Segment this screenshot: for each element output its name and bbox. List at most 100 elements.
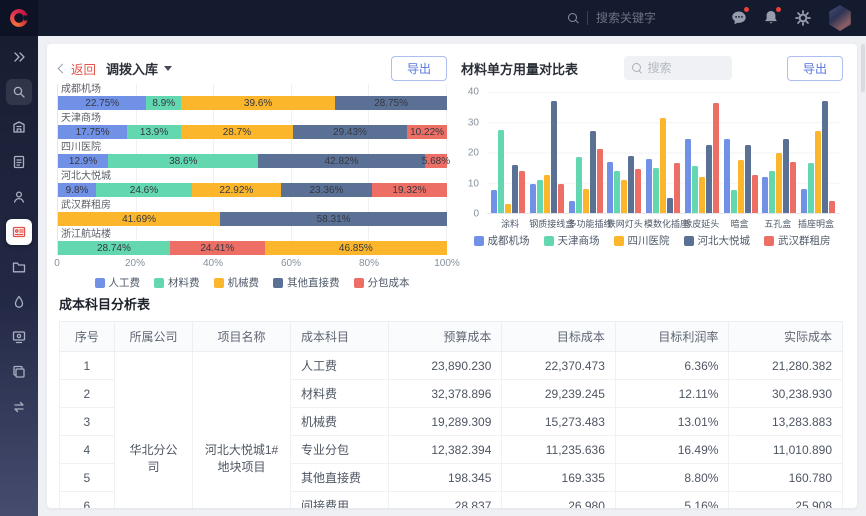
stacked-bar-segment[interactable]: 8.9% xyxy=(146,96,182,110)
bar-成都机场[interactable] xyxy=(762,176,769,213)
bar-天津商场[interactable] xyxy=(498,129,504,213)
bar-天津商场[interactable] xyxy=(536,179,543,213)
legend-item[interactable]: 分包成本 xyxy=(353,275,410,290)
sidebar-item-building[interactable] xyxy=(6,114,32,140)
table-row[interactable]: 5 其他直接费 198.345 169.335 8.80% 160.780 xyxy=(59,463,843,492)
sidebar-item-drop[interactable] xyxy=(6,289,32,315)
stacked-bar-segment[interactable]: 41.69% xyxy=(58,212,221,226)
bar-天津商场[interactable] xyxy=(653,167,659,213)
bar-天津商场[interactable] xyxy=(808,163,814,213)
legend-item[interactable]: 其他直接费 xyxy=(273,275,340,290)
stacked-bar-segment[interactable]: 22.92% xyxy=(191,183,281,197)
stacked-bar-segment[interactable]: 5.68% xyxy=(422,154,450,168)
stacked-bar-segment[interactable]: 23.36% xyxy=(280,183,372,197)
legend-item[interactable]: 天津商场 xyxy=(543,233,600,248)
table-row[interactable]: 4 专业分包 12,382.394 11,235.636 16.49% 11,010.89… xyxy=(59,435,843,464)
bar-四川医院[interactable] xyxy=(582,188,589,213)
bar-武汉群租房[interactable] xyxy=(635,169,642,213)
bar-武汉群租房[interactable] xyxy=(674,163,680,213)
bar-武汉群租房[interactable] xyxy=(829,200,835,213)
gear-icon[interactable] xyxy=(794,9,812,27)
sidebar-item-device-gear[interactable] xyxy=(6,324,32,350)
bar-四川医院[interactable] xyxy=(543,175,550,213)
stacked-bar-segment[interactable]: 38.6% xyxy=(108,154,259,168)
stacked-bar-segment[interactable]: 10.22% xyxy=(407,125,447,139)
sidebar-item-search[interactable] xyxy=(6,79,32,105)
chart-search-input[interactable] xyxy=(647,61,718,75)
stacked-bar-segment[interactable]: 28.74% xyxy=(58,241,170,255)
bar-天津商场[interactable] xyxy=(614,170,621,213)
sidebar-item-transfer[interactable] xyxy=(6,394,32,420)
export-button-right[interactable]: 导出 xyxy=(786,55,843,81)
table-row[interactable]: 2 材料费 32,378.896 29,239.245 12.11% 30,238.930 xyxy=(59,379,843,408)
stacked-bar-segment[interactable]: 28.7% xyxy=(181,125,293,139)
legend-item[interactable]: 河北大悦城 xyxy=(683,233,750,248)
sidebar-item-folder[interactable] xyxy=(6,254,32,280)
legend-item[interactable]: 武汉群租房 xyxy=(764,233,831,248)
bar-武汉群租房[interactable] xyxy=(790,161,797,213)
user-avatar[interactable] xyxy=(829,5,851,31)
bar-成都机场[interactable] xyxy=(491,190,497,213)
chart-search[interactable] xyxy=(623,56,732,80)
table-row[interactable]: 6 间接费用 28.837 26.980 5.16% 25.908 xyxy=(59,491,843,508)
stacked-bar-segment[interactable]: 24.41% xyxy=(169,241,265,255)
app-logo[interactable] xyxy=(0,0,38,36)
bar-四川医院[interactable] xyxy=(737,160,744,213)
stacked-bar-segment[interactable]: 13.9% xyxy=(127,125,182,139)
stacked-bar-segment[interactable]: 19.32% xyxy=(371,183,447,197)
bar-成都机场[interactable] xyxy=(723,138,730,213)
stacked-bar-segment[interactable]: 39.6% xyxy=(181,96,336,110)
bar-河北大悦城[interactable] xyxy=(744,144,751,213)
sidebar-item-copy[interactable] xyxy=(6,359,32,385)
stacked-bar-segment[interactable]: 24.6% xyxy=(96,183,192,197)
table-row[interactable]: 3 机械费 19,289.309 15,273.483 13.01% 13,283.883 xyxy=(59,407,843,436)
sidebar-item-id-card[interactable] xyxy=(6,219,32,245)
legend-item[interactable]: 四川医院 xyxy=(613,233,670,248)
bar-成都机场[interactable] xyxy=(568,200,575,213)
bar-成都机场[interactable] xyxy=(607,161,614,213)
global-search-input[interactable] xyxy=(596,11,686,25)
stacked-bar-segment[interactable]: 22.75% xyxy=(58,96,147,110)
sidebar-item-collapse[interactable] xyxy=(6,44,32,70)
bar-河北大悦城[interactable] xyxy=(667,197,673,213)
bar-河北大悦城[interactable] xyxy=(589,131,596,213)
bar-武汉群租房[interactable] xyxy=(519,170,525,213)
scrollbar-thumb[interactable] xyxy=(861,44,865,92)
chevron-down-icon[interactable] xyxy=(164,65,173,71)
legend-item[interactable]: 成都机场 xyxy=(473,233,530,248)
bar-四川医院[interactable] xyxy=(621,179,628,213)
sidebar-item-document[interactable] xyxy=(6,149,32,175)
stacked-bar-segment[interactable]: 12.9% xyxy=(58,154,109,168)
stacked-bar-segment[interactable]: 28.75% xyxy=(335,96,447,110)
bar-天津商场[interactable] xyxy=(769,170,776,213)
bar-河北大悦城[interactable] xyxy=(822,101,828,213)
bell-icon[interactable] xyxy=(762,7,781,27)
bar-武汉群租房[interactable] xyxy=(751,175,758,213)
stacked-bar-segment[interactable]: 29.43% xyxy=(292,125,408,139)
stacked-bar-segment[interactable]: 46.85% xyxy=(264,241,447,255)
sidebar-item-user[interactable] xyxy=(6,184,32,210)
bar-成都机场[interactable] xyxy=(646,158,652,213)
stacked-bar-segment[interactable]: 58.31% xyxy=(220,212,447,226)
global-search[interactable] xyxy=(568,11,686,25)
bar-天津商场[interactable] xyxy=(730,190,737,213)
bar-成都机场[interactable] xyxy=(529,184,536,213)
stacked-bar-segment[interactable]: 17.75% xyxy=(58,125,128,139)
bar-武汉群租房[interactable] xyxy=(557,184,564,213)
stacked-bar-segment[interactable]: 42.82% xyxy=(258,154,425,168)
back-link[interactable]: 返回 xyxy=(71,62,97,77)
legend-item[interactable]: 材料费 xyxy=(154,275,200,290)
bar-河北大悦城[interactable] xyxy=(512,164,518,213)
bar-河北大悦城[interactable] xyxy=(550,101,557,213)
legend-item[interactable]: 人工费 xyxy=(94,275,140,290)
page-title[interactable]: 调拨入库 xyxy=(106,61,159,77)
bar-武汉群租房[interactable] xyxy=(712,102,719,213)
back-chevron-icon[interactable] xyxy=(57,63,68,73)
legend-item[interactable]: 机械费 xyxy=(213,275,259,290)
bar-河北大悦城[interactable] xyxy=(628,155,635,213)
bar-成都机场[interactable] xyxy=(684,138,691,213)
bar-天津商场[interactable] xyxy=(575,157,582,213)
bar-河北大悦城[interactable] xyxy=(705,144,712,213)
bar-河北大悦城[interactable] xyxy=(783,138,790,213)
bar-四川医院[interactable] xyxy=(505,203,511,213)
